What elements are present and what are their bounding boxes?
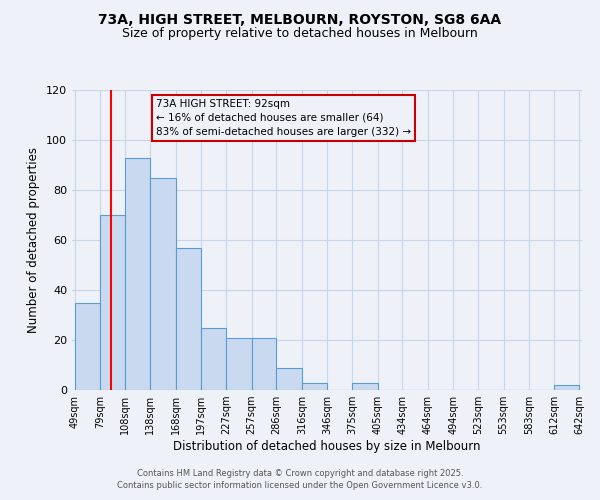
Text: 73A, HIGH STREET, MELBOURN, ROYSTON, SG8 6AA: 73A, HIGH STREET, MELBOURN, ROYSTON, SG8… bbox=[98, 12, 502, 26]
Bar bbox=[226, 338, 251, 390]
Bar bbox=[125, 158, 151, 390]
Text: 73A HIGH STREET: 92sqm
← 16% of detached houses are smaller (64)
83% of semi-det: 73A HIGH STREET: 92sqm ← 16% of detached… bbox=[156, 99, 411, 137]
X-axis label: Distribution of detached houses by size in Melbourn: Distribution of detached houses by size … bbox=[173, 440, 481, 453]
Bar bbox=[100, 215, 125, 390]
Bar bbox=[200, 328, 226, 390]
Bar bbox=[176, 248, 200, 390]
Text: Size of property relative to detached houses in Melbourn: Size of property relative to detached ho… bbox=[122, 28, 478, 40]
Text: Contains HM Land Registry data © Crown copyright and database right 2025.: Contains HM Land Registry data © Crown c… bbox=[137, 468, 463, 477]
Bar bbox=[554, 385, 580, 390]
Bar bbox=[302, 382, 328, 390]
Bar bbox=[277, 368, 302, 390]
Y-axis label: Number of detached properties: Number of detached properties bbox=[28, 147, 40, 333]
Bar bbox=[151, 178, 176, 390]
Bar bbox=[74, 302, 100, 390]
Text: Contains public sector information licensed under the Open Government Licence v3: Contains public sector information licen… bbox=[118, 481, 482, 490]
Bar bbox=[251, 338, 277, 390]
Bar bbox=[352, 382, 377, 390]
